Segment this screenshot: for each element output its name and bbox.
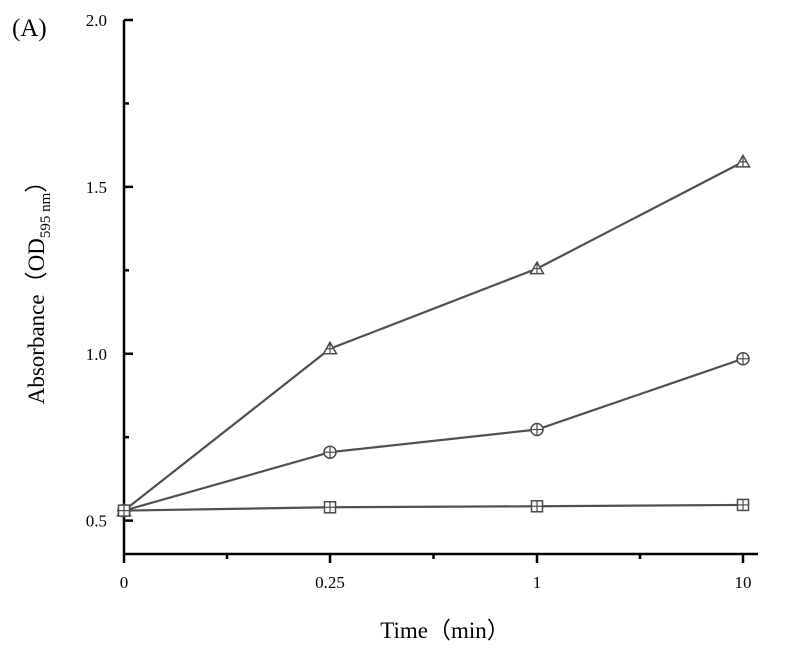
- x-axis-title: Time（min）: [380, 618, 510, 643]
- data-point: [323, 501, 337, 514]
- y-tick-label: 1.0: [86, 345, 107, 364]
- data-point: [323, 445, 337, 459]
- y-axis-title: Absorbance（OD595 nm）: [24, 170, 54, 405]
- y-axis-title-suffix: ）: [24, 170, 49, 193]
- y-axis-title-prefix: Absorbance（OD: [24, 238, 49, 404]
- data-point: [735, 153, 751, 168]
- axes: [122, 20, 758, 556]
- y-tick-label: 1.5: [86, 178, 107, 197]
- x-tick-label: 0.25: [315, 573, 345, 592]
- data-point: [117, 504, 131, 517]
- data-point: [322, 340, 338, 355]
- series-square: [117, 498, 750, 517]
- y-tick-label: 0.5: [86, 512, 107, 531]
- series-line: [123, 357, 744, 512]
- data-point: [736, 352, 750, 366]
- series-triangle: [116, 153, 751, 517]
- y-axis-title-subscript: 595 nm: [38, 192, 54, 238]
- series-line: [123, 503, 744, 512]
- data-point: [529, 260, 545, 275]
- ticks: 0.5 1.0 1.5 2.0 0 0.25 1 10: [86, 11, 752, 592]
- x-tick-label: 0: [120, 573, 129, 592]
- data-point: [530, 500, 544, 513]
- data-point: [530, 422, 544, 437]
- x-tick-label: 10: [735, 573, 752, 592]
- panel-label: (A): [12, 15, 47, 42]
- y-tick-label: 2.0: [86, 11, 107, 30]
- series-circle: [117, 352, 750, 518]
- series-layer: [116, 153, 751, 518]
- x-tick-label: 1: [533, 573, 542, 592]
- data-point: [736, 498, 750, 512]
- series-line: [123, 160, 744, 512]
